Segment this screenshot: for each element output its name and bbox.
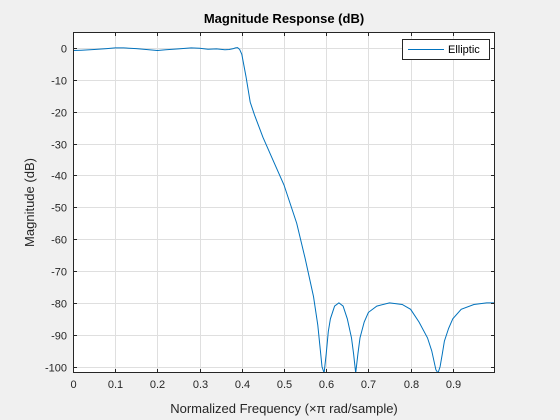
y-tick-label: -60 [51,235,67,247]
chart-title: Magnitude Response (dB) [204,11,364,26]
y-tick-label: -70 [51,267,67,279]
ticks [73,32,495,373]
y-tick-label: -10 [51,76,67,88]
legend-entry-elliptic: Elliptic [448,44,480,56]
y-tick-label: -30 [51,140,67,152]
y-tick-labels: 0 -10 -20 -30 -40 -50 -60 -70 -80 -90 -100 [45,44,67,375]
y-tick-label: -40 [51,171,67,183]
series-line-elliptic [73,47,495,373]
x-axis-label: Normalized Frequency (×π rad/sample) [170,401,398,416]
x-tick-label: 0.7 [361,379,376,391]
y-tick-label: -20 [51,108,67,120]
y-tick-label: -100 [45,363,67,375]
y-tick-label: -50 [51,203,67,215]
x-tick-label: 0 [70,379,76,391]
y-tick-label: 0 [61,44,67,56]
x-tick-labels: 0 0.1 0.2 0.3 0.4 0.5 0.6 0.7 0.8 0.9 [70,379,461,391]
x-tick-label: 0.1 [108,379,123,391]
y-tick-label: -90 [51,331,67,343]
x-tick-label: 0.4 [235,379,250,391]
x-tick-label: 0.6 [319,379,334,391]
grid [73,32,495,373]
x-tick-label: 0.9 [446,379,461,391]
y-axis-label: Magnitude (dB) [22,158,37,247]
legend-box [402,39,490,60]
x-tick-label: 0.2 [150,379,165,391]
y-tick-label: -80 [51,299,67,311]
legend: Elliptic [402,39,490,60]
x-tick-label: 0.3 [193,379,208,391]
x-tick-label: 0.5 [277,379,292,391]
x-tick-label: 0.8 [404,379,419,391]
